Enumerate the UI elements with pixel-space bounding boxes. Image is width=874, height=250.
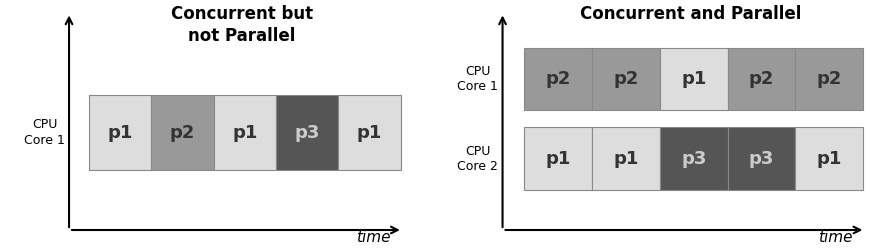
Bar (276, 95, 338, 170)
Bar (524, 48, 593, 110)
Text: CPU
Core 1: CPU Core 1 (457, 65, 498, 93)
Text: p1: p1 (614, 150, 639, 168)
Text: time: time (357, 230, 391, 245)
Text: Concurrent but
not Parallel: Concurrent but not Parallel (170, 5, 313, 45)
Text: p1: p1 (681, 70, 706, 88)
Bar (795, 128, 863, 190)
Bar (727, 48, 795, 110)
Bar (338, 95, 401, 170)
Text: p1: p1 (545, 150, 571, 168)
Bar (151, 95, 214, 170)
Text: time: time (818, 230, 852, 245)
Text: CPU
Core 2: CPU Core 2 (457, 145, 498, 173)
Bar (727, 128, 795, 190)
Bar (660, 128, 727, 190)
Text: p2: p2 (170, 124, 195, 142)
Text: p2: p2 (816, 70, 842, 88)
Text: p3: p3 (295, 124, 320, 142)
Text: p1: p1 (108, 124, 133, 142)
Text: p2: p2 (749, 70, 774, 88)
Text: Concurrent and Parallel: Concurrent and Parallel (579, 5, 801, 23)
Text: p1: p1 (816, 150, 842, 168)
Bar (89, 95, 151, 170)
Text: p2: p2 (545, 70, 571, 88)
Text: p2: p2 (614, 70, 639, 88)
Bar (593, 128, 660, 190)
Text: p1: p1 (357, 124, 382, 142)
Text: p3: p3 (749, 150, 774, 168)
Bar (524, 128, 593, 190)
Bar (214, 95, 276, 170)
Text: p1: p1 (232, 124, 258, 142)
Text: p3: p3 (681, 150, 706, 168)
Text: CPU
Core 1: CPU Core 1 (24, 118, 65, 146)
Bar (593, 48, 660, 110)
Bar (660, 48, 727, 110)
Bar (795, 48, 863, 110)
